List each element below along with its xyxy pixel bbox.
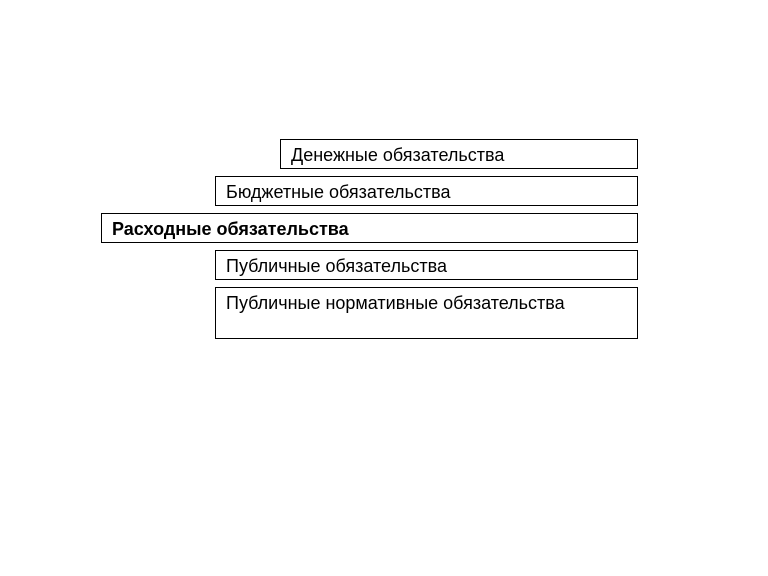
box-public-normative-obligations: Публичные нормативные обязательства [215,287,638,339]
box-public-obligations: Публичные обязательства [215,250,638,280]
box-monetary-obligations: Денежные обязательства [280,139,638,169]
box-expenditure-obligations: Расходные обязательства [101,213,638,243]
box-budget-obligations: Бюджетные обязательства [215,176,638,206]
